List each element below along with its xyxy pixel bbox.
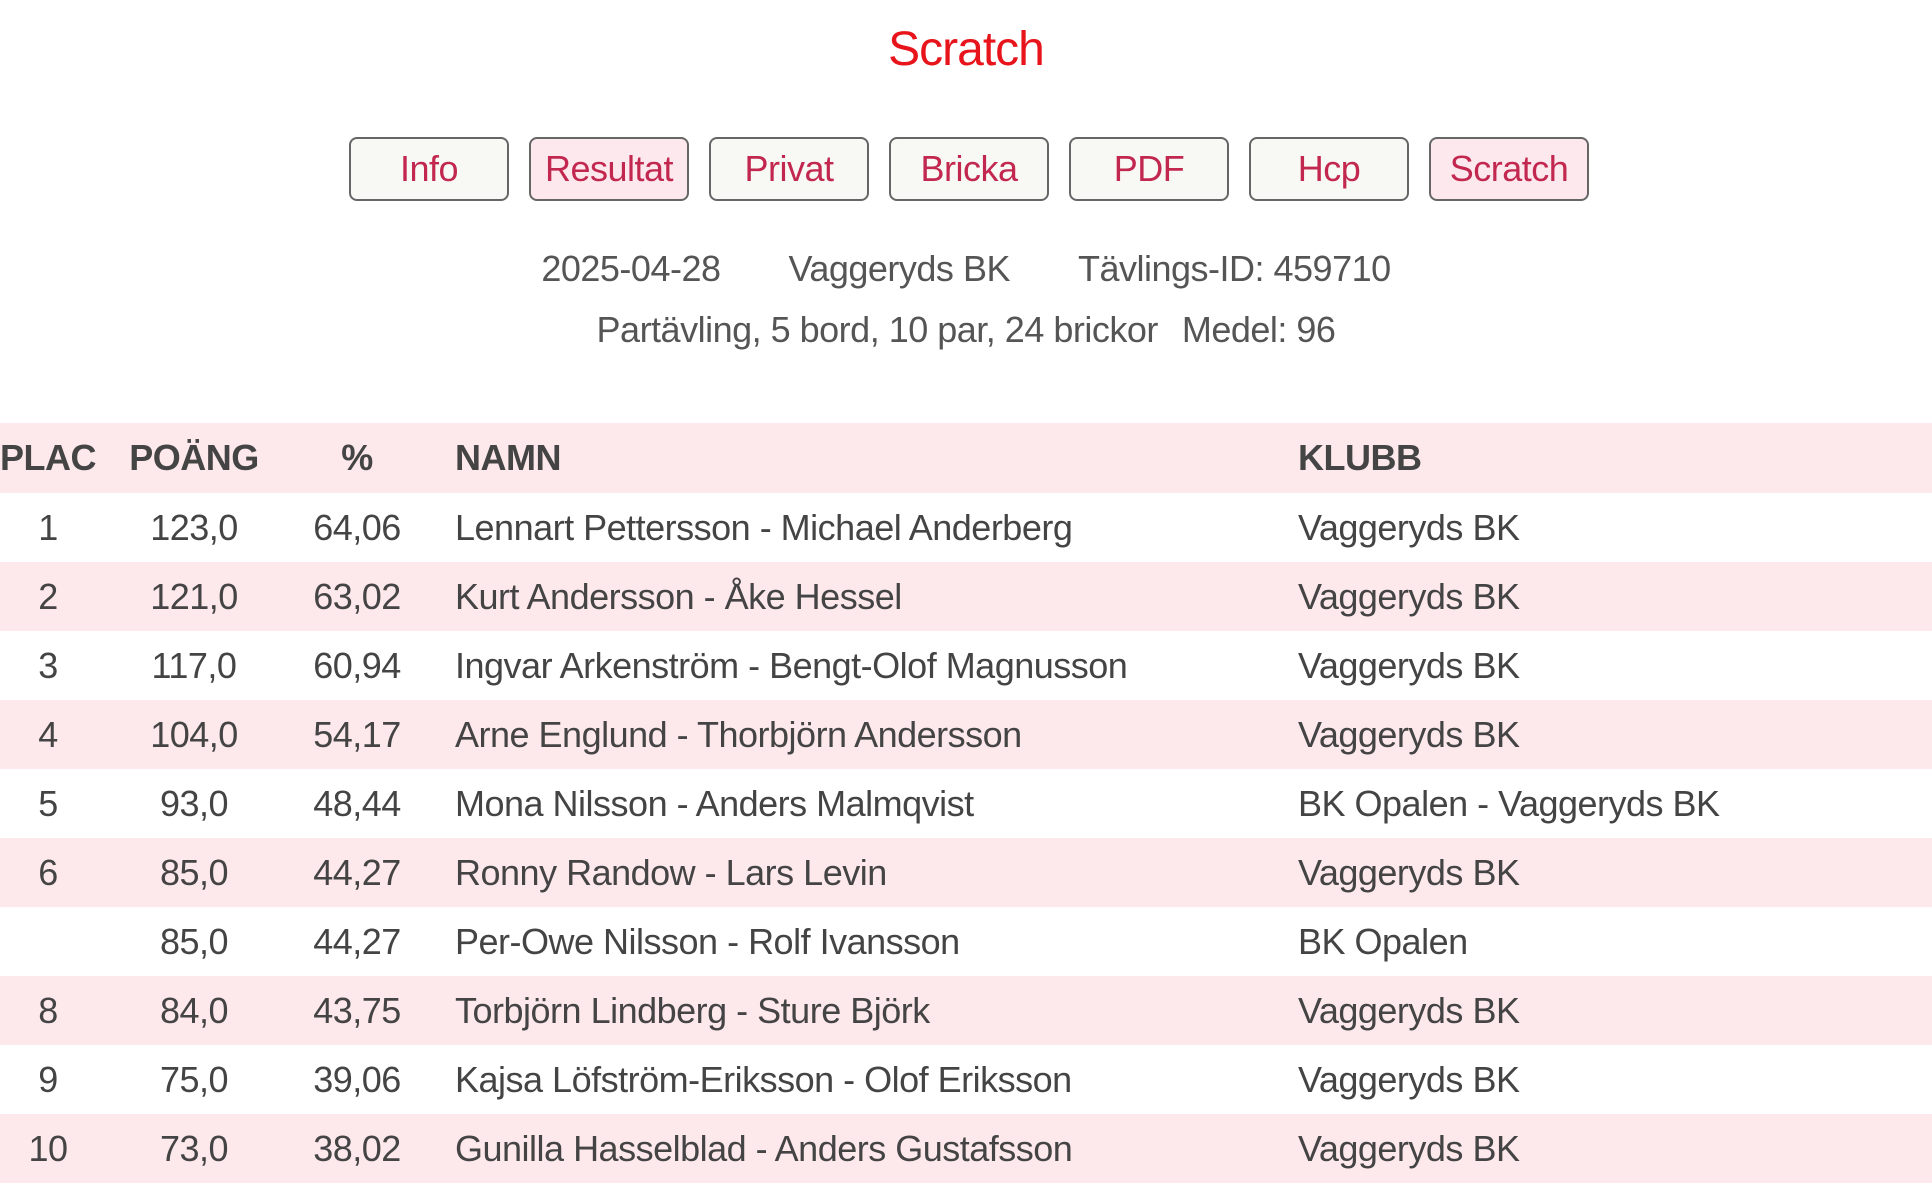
cell-plac: 10: [28, 1127, 68, 1169]
cell-klubb: Vaggeryds BK: [1298, 575, 1520, 617]
cell-klubb: Vaggeryds BK: [1298, 1127, 1520, 1169]
competition-average: Medel: 96: [1181, 309, 1336, 350]
cell-klubb: Vaggeryds BK: [1298, 989, 1520, 1031]
cell-percent: 63,02: [313, 575, 401, 617]
cell-poang: 85,0: [159, 851, 229, 893]
table-row: 2 121,0 63,02 Kurt Andersson - Åke Hessel Va…: [0, 562, 1932, 631]
bricka-button[interactable]: Bricka: [889, 137, 1049, 201]
cell-namn: Ingvar Arkenström - Bengt-Olof Magnusson: [455, 644, 1128, 686]
nav-buttons: Info Resultat Privat Bricka PDF Hcp Scratch: [349, 137, 1589, 201]
cell-plac: 2: [38, 575, 58, 617]
competition-id: Tävlings-ID: 459710: [1077, 248, 1391, 289]
header-percent: %: [341, 437, 373, 478]
table-row: 3 117,0 60,94 Ingvar Arkenström - Bengt-Olo…: [0, 631, 1932, 700]
results-table: PLAC POÄNG % NAMN KLUBB 1 123,0 64,06 Lenna…: [0, 423, 1932, 1183]
table-row: 1 123,0 64,06 Lennart Pettersson - Michael …: [0, 493, 1932, 562]
cell-namn: Gunilla Hasselblad - Anders Gustafsson: [455, 1127, 1073, 1169]
cell-klubb: BK Opalen: [1298, 920, 1468, 962]
cell-plac: 5: [38, 782, 58, 824]
scratch-button[interactable]: Scratch: [1429, 137, 1589, 201]
cell-namn: Kajsa Löfström-Eriksson - Olof Eriksson: [455, 1058, 1072, 1100]
table-row: 8 84,0 43,75 Torbjörn Lindberg - Sture Björ…: [0, 976, 1932, 1045]
table-header: PLAC POÄNG % NAMN KLUBB: [0, 423, 1932, 493]
cell-percent: 54,17: [313, 713, 401, 755]
cell-namn: Torbjörn Lindberg - Sture Björk: [455, 989, 930, 1031]
page-title: Scratch: [888, 23, 1045, 76]
cell-poang: 84,0: [159, 989, 229, 1031]
cell-poang: 85,0: [159, 920, 229, 962]
cell-plac: 4: [38, 713, 58, 755]
cell-plac: 6: [38, 851, 58, 893]
header-plac: PLAC: [0, 437, 97, 478]
header-namn: NAMN: [455, 437, 561, 478]
competition-date: 2025-04-28: [541, 248, 721, 289]
cell-percent: 60,94: [313, 644, 401, 686]
cell-plac: 9: [38, 1058, 58, 1100]
table-row: 4 104,0 54,17 Arne Englund - Thorbjörn Ande…: [0, 700, 1932, 769]
cell-namn: Ronny Randow - Lars Levin: [455, 851, 887, 893]
cell-poang: 75,0: [159, 1058, 229, 1100]
cell-poang: 104,0: [150, 713, 238, 755]
cell-klubb: Vaggeryds BK: [1298, 506, 1520, 548]
cell-klubb: Vaggeryds BK: [1298, 851, 1520, 893]
cell-klubb: Vaggeryds BK: [1298, 713, 1520, 755]
hcp-button[interactable]: Hcp: [1249, 137, 1409, 201]
cell-poang: 121,0: [150, 575, 238, 617]
cell-percent: 43,75: [313, 989, 401, 1031]
competition-info: 2025-04-28 Vaggeryds BK Tävlings-ID: 45971…: [0, 248, 1932, 290]
table-row: 10 73,0 38,02 Gunilla Hasselblad - Anders G…: [0, 1114, 1932, 1183]
cell-namn: Arne Englund - Thorbjörn Andersson: [455, 713, 1022, 755]
competition-details: Partävling, 5 bord, 10 par, 24 brickor Me…: [0, 309, 1932, 351]
cell-namn: Lennart Pettersson - Michael Anderberg: [455, 506, 1073, 548]
cell-plac: [0, 907, 96, 976]
cell-klubb: Vaggeryds BK: [1298, 1058, 1520, 1100]
cell-percent: 64,06: [313, 506, 401, 548]
cell-poang: 93,0: [159, 782, 229, 824]
table-row: 5 93,0 48,44 Mona Nilsson - Anders Malmqvis…: [0, 769, 1932, 838]
competition-format: Partävling, 5 bord, 10 par, 24 brickor: [596, 309, 1159, 350]
cell-percent: 48,44: [313, 782, 401, 824]
resultat-button[interactable]: Resultat: [529, 137, 689, 201]
cell-percent: 38,02: [313, 1127, 401, 1169]
cell-poang: 73,0: [159, 1127, 229, 1169]
cell-poang: 117,0: [151, 644, 237, 686]
cell-namn: Per-Owe Nilsson - Rolf Ivansson: [455, 920, 960, 962]
cell-poang: 123,0: [150, 506, 238, 548]
cell-percent: 44,27: [313, 920, 401, 962]
cell-plac: 1: [38, 506, 58, 548]
cell-plac: 8: [38, 989, 58, 1031]
header-klubb: KLUBB: [1298, 437, 1422, 478]
table-row: 85,0 44,27 Per-Owe Nilsson - Rolf Ivansson…: [0, 907, 1932, 976]
cell-percent: 39,06: [313, 1058, 401, 1100]
cell-percent: 44,27: [313, 851, 401, 893]
info-button[interactable]: Info: [349, 137, 509, 201]
pdf-button[interactable]: PDF: [1069, 137, 1229, 201]
privat-button[interactable]: Privat: [709, 137, 869, 201]
competition-club: Vaggeryds BK: [788, 248, 1011, 289]
cell-klubb: BK Opalen - Vaggeryds BK: [1298, 782, 1720, 824]
cell-plac: 3: [38, 644, 58, 686]
header-poang: POÄNG: [129, 437, 259, 478]
table-row: 9 75,0 39,06 Kajsa Löfström-Eriksson - Olof…: [0, 1045, 1932, 1114]
cell-namn: Kurt Andersson - Åke Hessel: [455, 575, 902, 617]
cell-namn: Mona Nilsson - Anders Malmqvist: [455, 782, 974, 824]
table-row: 6 85,0 44,27 Ronny Randow - Lars Levin Vagge…: [0, 838, 1932, 907]
cell-klubb: Vaggeryds BK: [1298, 644, 1520, 686]
